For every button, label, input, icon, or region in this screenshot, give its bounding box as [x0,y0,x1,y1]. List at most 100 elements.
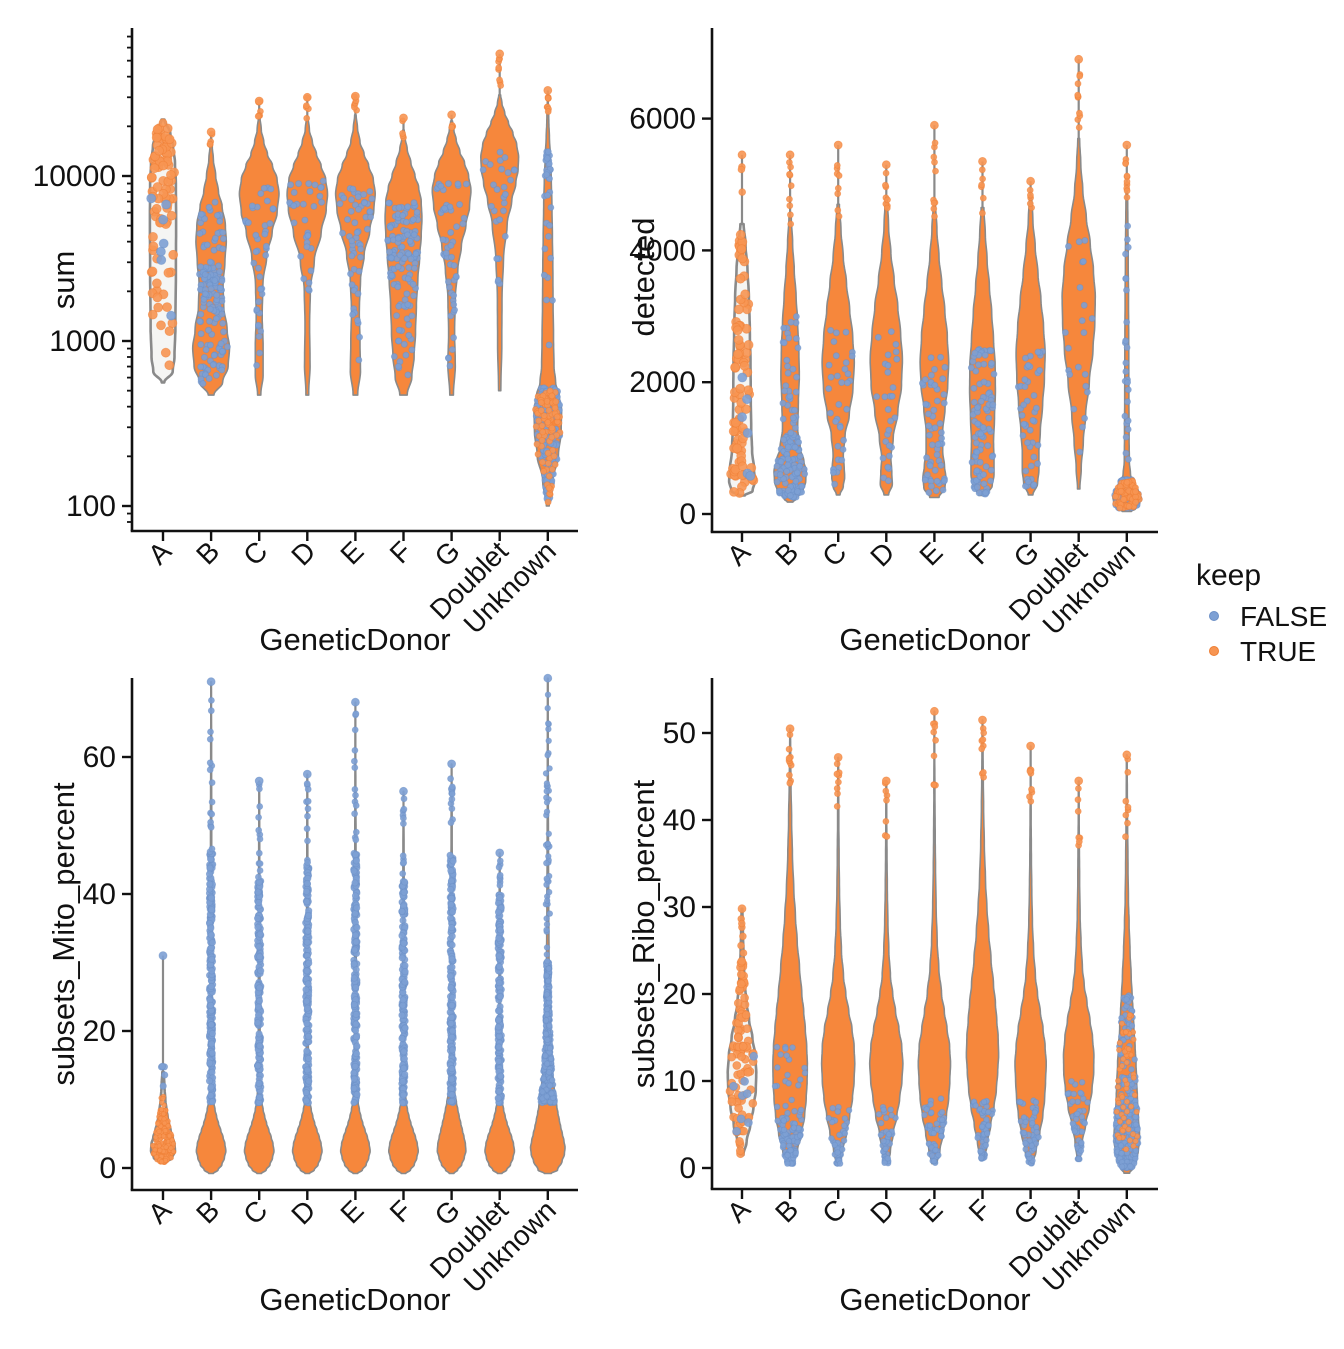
point-false [545,958,551,964]
point-false [931,1158,937,1164]
point-false [988,467,994,473]
point-true [736,1147,744,1155]
point-false [828,374,834,380]
point-false [202,291,208,297]
point-false [350,186,356,192]
point-true [1075,808,1081,814]
point-false [497,858,503,864]
point-false [349,197,355,203]
point-false [841,1138,847,1144]
point-true [733,326,742,335]
violin-subsets_Mito_percent-Doublet [485,849,514,1174]
point-false [932,425,938,431]
point-false [212,235,218,241]
point-false [932,366,938,372]
point-true [979,157,987,165]
point-true [836,213,842,219]
point-true [980,176,986,182]
point-false [353,792,359,798]
point-false [785,462,791,468]
point-false [939,435,945,441]
point-false [776,488,782,494]
point-true [304,115,310,121]
point-true [834,761,840,767]
point-false [830,1105,836,1111]
point-false [494,256,500,262]
y-tick-label: 30 [663,891,696,924]
point-false [208,1084,214,1090]
point-false [546,726,552,732]
point-false [399,1012,405,1018]
y-axis-title: detected [626,218,661,337]
point-false [257,954,263,960]
point-false [159,952,167,960]
point-false [881,1138,887,1144]
point-false [208,895,214,901]
y-tick-label: 1000 [49,325,116,358]
point-false [546,831,552,837]
point-true [153,183,162,192]
point-false [940,487,946,493]
point-true [167,1134,172,1139]
point-false [448,868,454,874]
point-false [781,1127,787,1133]
point-false [257,931,263,937]
point-false [453,273,459,279]
point-false [255,924,261,930]
violin-sum-A [147,119,179,383]
point-true [786,196,792,202]
point-false [986,415,992,421]
point-true [1113,494,1119,500]
point-false [395,264,401,270]
point-false [449,956,455,962]
point-false [774,1104,780,1110]
point-false [410,281,416,287]
point-false [789,1097,795,1103]
point-false [547,1023,553,1029]
point-false [547,1045,553,1051]
y-tick-label: 20 [663,978,696,1011]
point-false [208,729,214,735]
point-false [508,177,514,183]
violin-body [287,116,327,395]
point-true [742,1011,750,1019]
point-false [304,826,310,832]
point-false [408,256,414,262]
point-true [1133,489,1139,495]
point-false [352,893,358,899]
point-false [449,994,455,1000]
point-false [406,322,412,328]
point-false [401,1056,407,1062]
point-false [936,1152,942,1158]
violin-detected-F [968,157,997,497]
point-true [159,119,167,127]
point-false [320,178,326,184]
point-false [785,1161,791,1167]
point-false [257,1043,263,1049]
point-true [545,450,551,456]
point-false [780,416,786,422]
point-false [545,705,551,711]
point-true [400,130,406,136]
point-false [400,1065,406,1071]
point-false [448,895,454,901]
point-false [448,878,454,884]
point-false [982,352,988,358]
point-false [396,338,402,344]
point-false [256,786,262,792]
point-false [981,472,987,478]
point-false [544,876,550,882]
point-false [400,1078,406,1084]
point-false [440,237,446,243]
point-false [774,463,780,469]
point-false [403,219,409,225]
point-false [1125,244,1131,250]
point-false [399,955,405,961]
point-false [833,330,839,336]
point-false [449,791,455,797]
point-true [788,183,794,189]
point-true [159,161,168,170]
point-false [889,393,895,399]
point-true [496,65,502,71]
point-true [744,340,753,349]
